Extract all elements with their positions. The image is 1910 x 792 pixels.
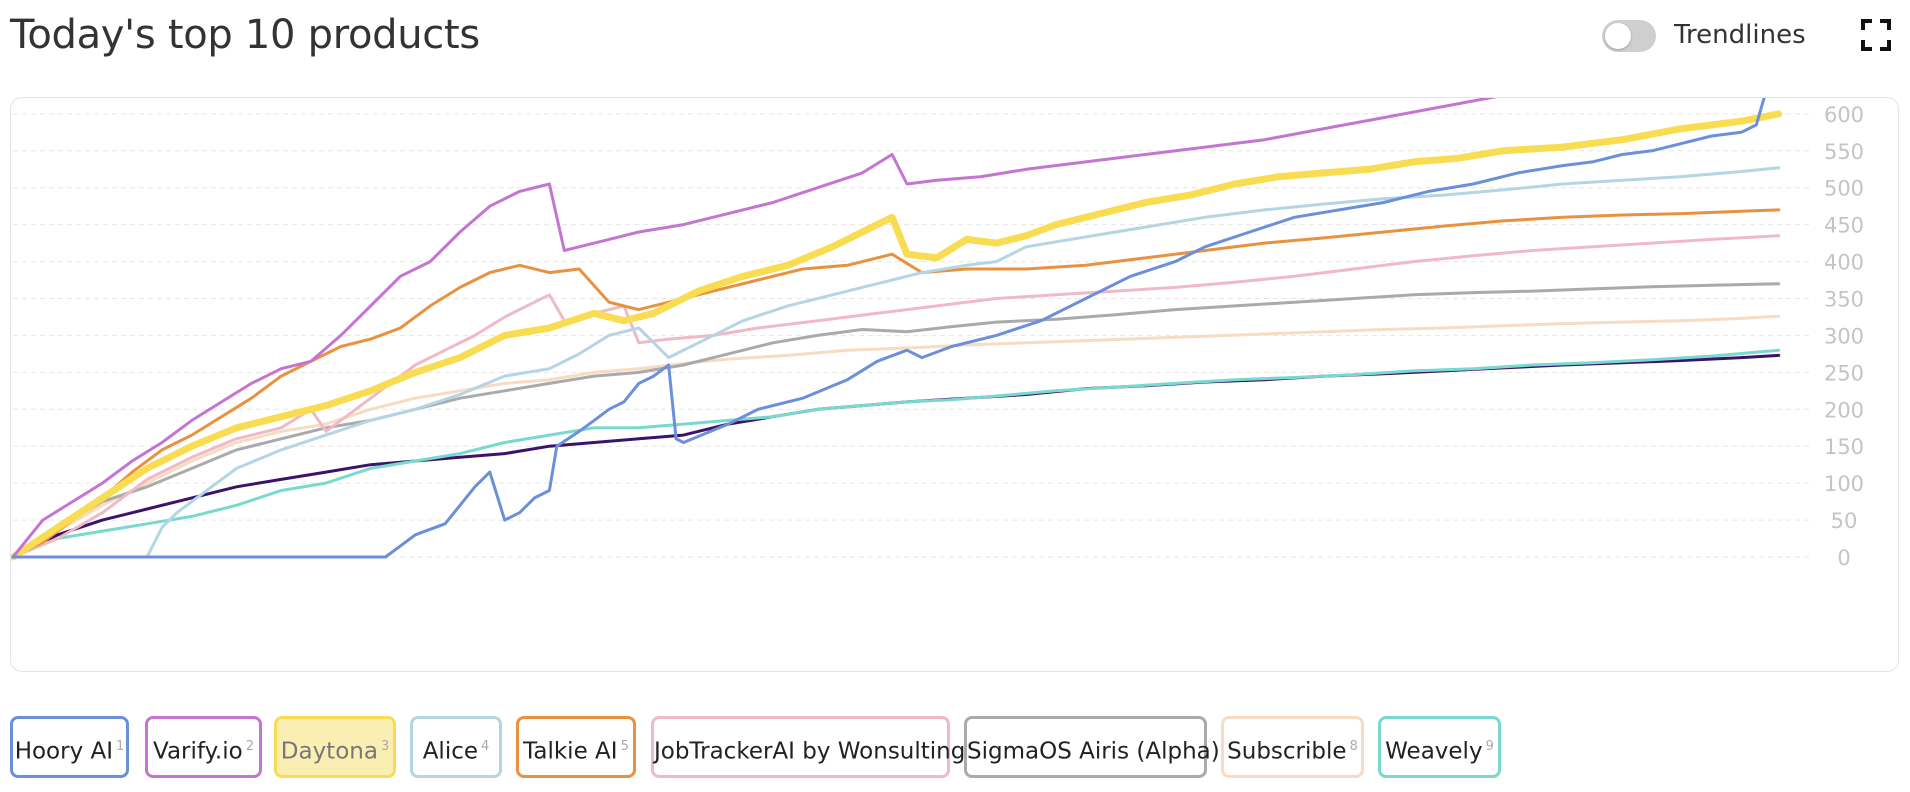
- legend-rank: 9: [1485, 739, 1494, 754]
- legend-label: Hoory AI: [14, 738, 114, 765]
- y-tick-label: 200: [1824, 398, 1864, 422]
- legend-label: Varify.io: [153, 738, 243, 765]
- legend-label: Weavely: [1385, 738, 1483, 765]
- toggle-knob: [1605, 23, 1631, 49]
- legend-chip-1[interactable]: Hoory AI 1: [10, 716, 129, 778]
- legend-chip-6[interactable]: JobTrackerAI by Wonsulting6: [651, 716, 977, 778]
- y-tick-label: 300: [1824, 324, 1864, 348]
- legend-chip-5[interactable]: Talkie AI 5: [516, 716, 636, 778]
- legend-rank: 8: [1349, 739, 1358, 754]
- legend-rank: 4: [481, 739, 490, 754]
- expand-icon-svg: [1861, 19, 1891, 51]
- y-tick-label: 400: [1824, 251, 1864, 275]
- legend-rank: 1: [116, 739, 125, 754]
- legend-chip-4[interactable]: Alice 4: [410, 716, 502, 778]
- series-line-4[interactable]: [11, 166, 1781, 559]
- legend-label: JobTrackerAI by Wonsulting: [654, 738, 966, 765]
- series-line-7[interactable]: [11, 282, 1781, 559]
- y-tick-label: 50: [1831, 509, 1858, 533]
- y-tick-label: 500: [1824, 177, 1864, 201]
- trendlines-toggle[interactable]: [1602, 20, 1656, 52]
- legend-label: Talkie AI: [523, 738, 618, 765]
- series-line-6[interactable]: [11, 234, 1781, 559]
- trendlines-label[interactable]: Trendlines: [1674, 20, 1806, 50]
- y-tick-label: 350: [1824, 288, 1864, 312]
- legend-rank: 3: [380, 739, 390, 754]
- legend-rank: 2: [245, 739, 254, 754]
- legend-label: Subscrible: [1227, 738, 1347, 765]
- chart-panel: 0501001502002503003504004505005506006507…: [10, 97, 1899, 672]
- chart-header: Today's top 10 products Trendlines: [0, 0, 1910, 80]
- expand-icon[interactable]: [1860, 18, 1892, 52]
- series-line-8[interactable]: [11, 314, 1781, 559]
- legend-chip-3[interactable]: Daytona 3: [274, 716, 396, 778]
- series-line-10[interactable]: [11, 353, 1781, 559]
- y-tick-label: 550: [1824, 140, 1864, 164]
- y-tick-label: 150: [1824, 435, 1864, 459]
- y-tick-label: 450: [1824, 214, 1864, 238]
- series-line-9[interactable]: [11, 348, 1781, 559]
- legend-label: Daytona: [280, 738, 378, 765]
- series-line-1[interactable]: [11, 98, 1779, 559]
- legend-chip-7[interactable]: SigmaOS Airis (Alpha)7: [964, 716, 1231, 778]
- y-tick-label: 100: [1824, 472, 1864, 496]
- legend-chip-8[interactable]: Subscrible 8: [1221, 716, 1364, 778]
- series-line-5[interactable]: [11, 208, 1781, 559]
- page-title: Today's top 10 products: [10, 12, 480, 58]
- y-tick-label: 250: [1824, 361, 1864, 385]
- y-tick-label: 600: [1824, 103, 1864, 127]
- legend-chip-9[interactable]: Weavely 9: [1378, 716, 1501, 778]
- line-chart: 0501001502002503003504004505005506006507…: [11, 98, 1864, 570]
- legend-rank: 5: [620, 739, 629, 754]
- legend-label: Alice: [422, 738, 479, 765]
- legend-chip-2[interactable]: Varify.io 2: [145, 716, 262, 778]
- y-tick-label: 0: [1837, 546, 1850, 570]
- series-line-2[interactable]: [11, 98, 1779, 559]
- series-line-3[interactable]: [11, 110, 1783, 561]
- legend-label: SigmaOS Airis (Alpha): [967, 738, 1220, 765]
